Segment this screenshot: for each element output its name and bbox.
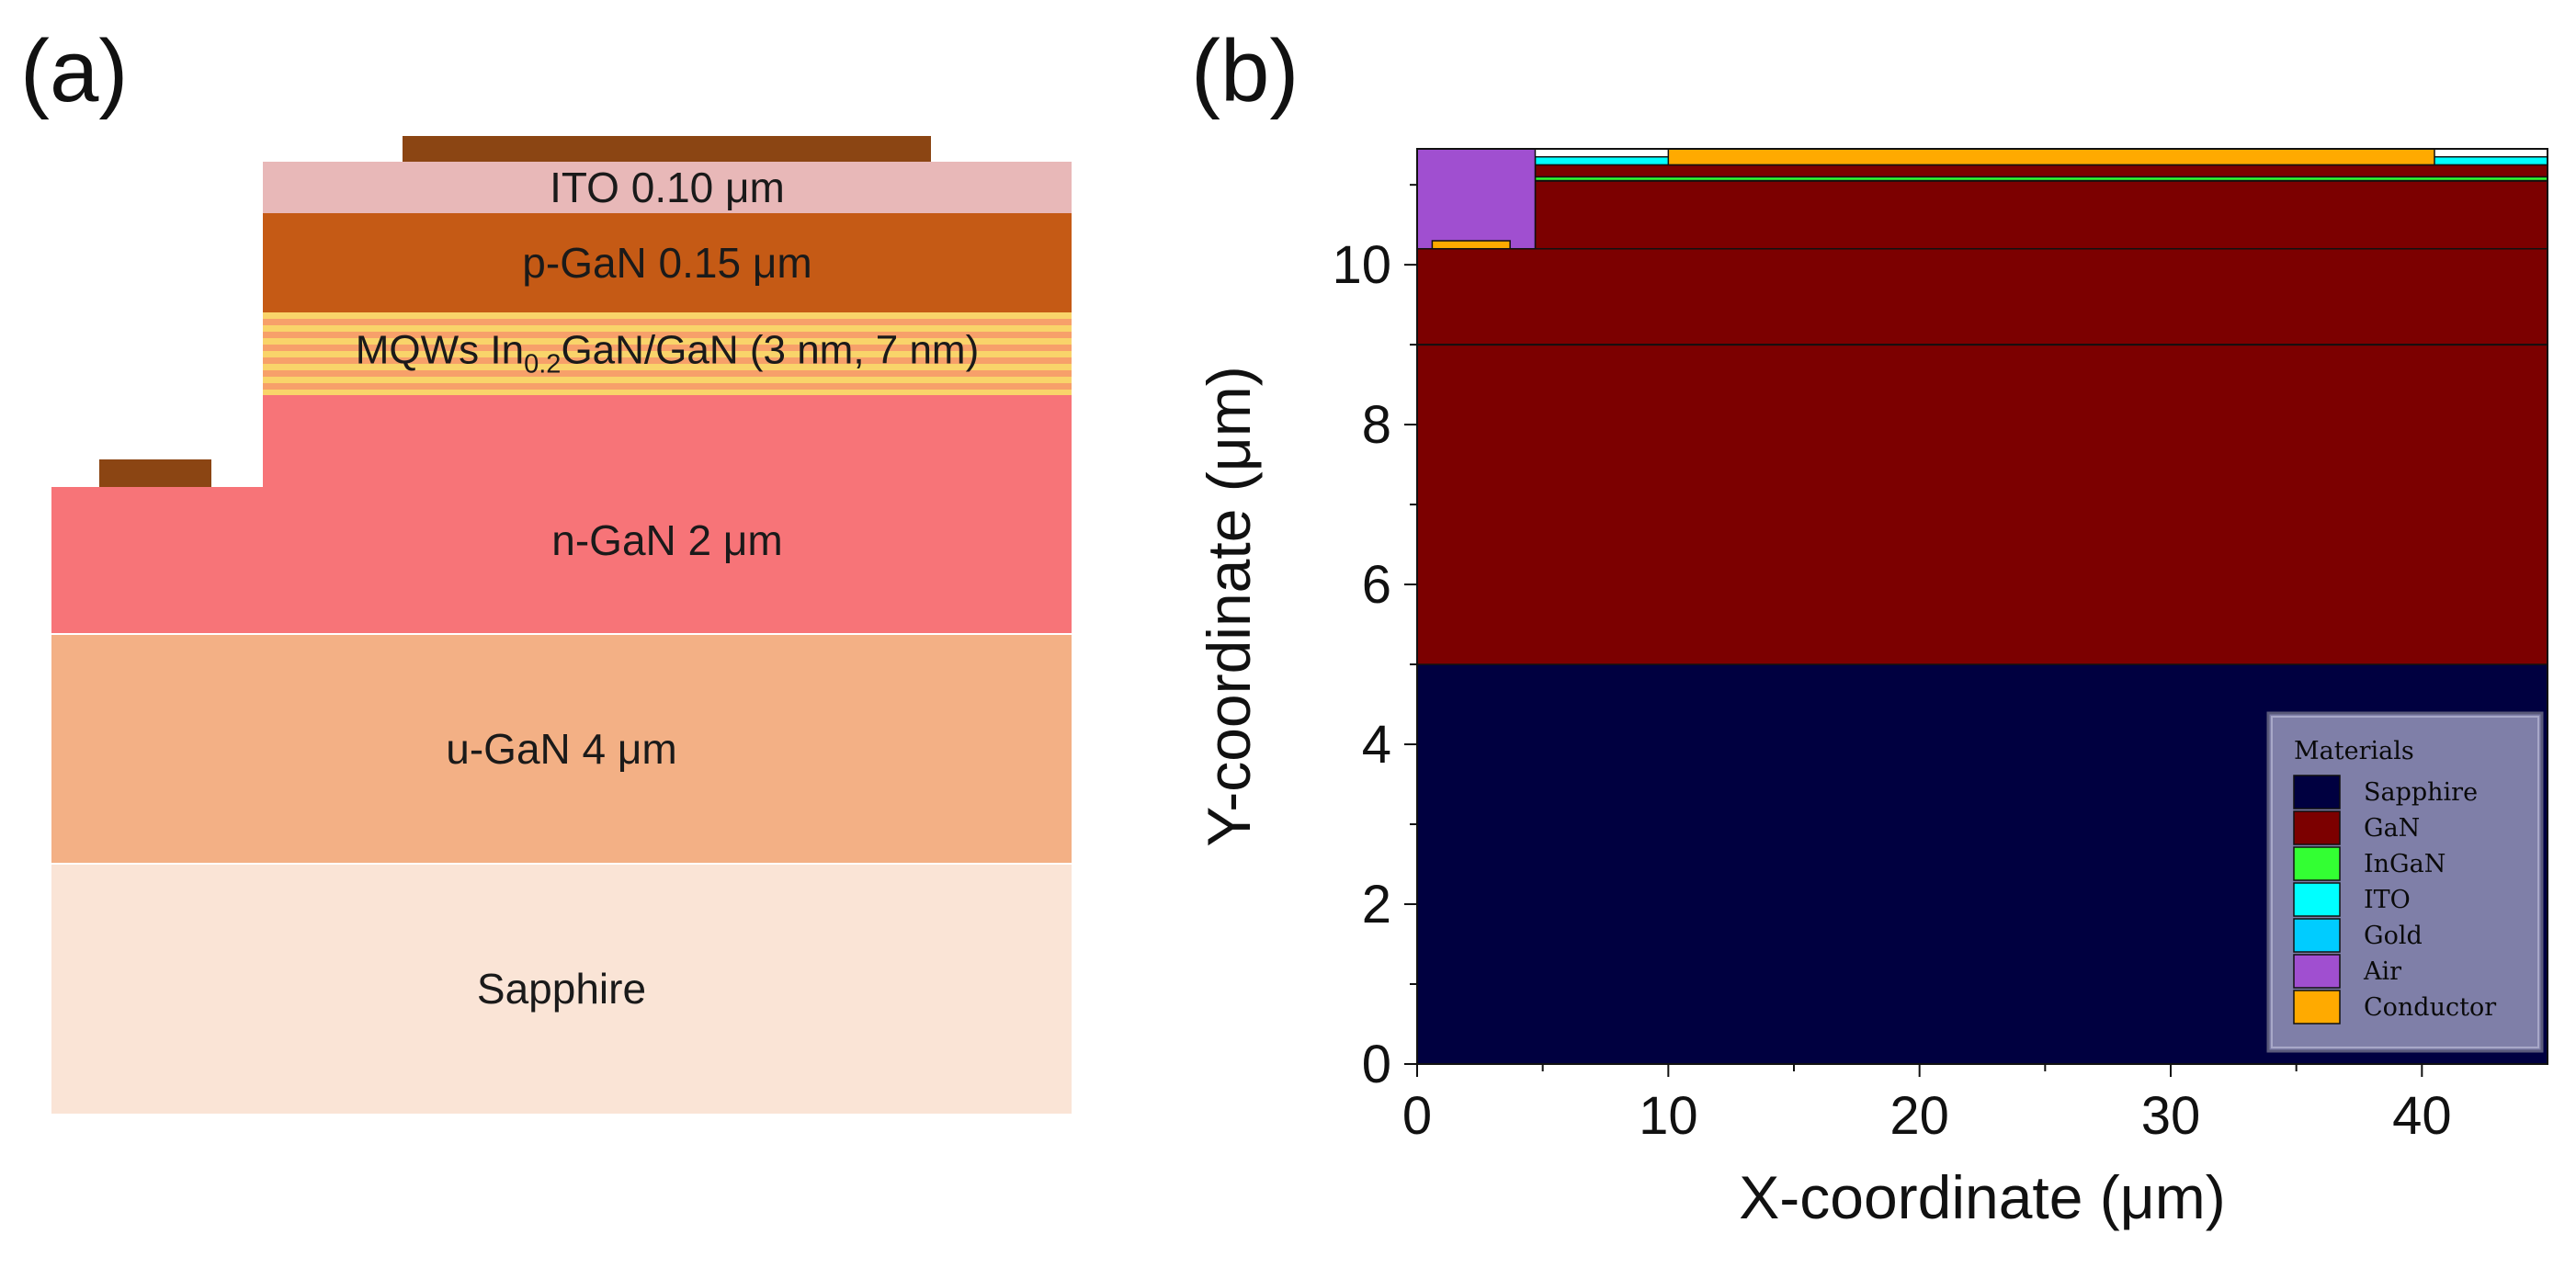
n-gan-layer-label: n-GaN 2 μm [551,516,783,564]
y-axis: 0 2 4 6 8 10 [1332,149,1418,1094]
legend-title: Materials [2294,737,2414,765]
legend-swatch-gold [2293,918,2341,953]
x-tick-label: 20 [1889,1086,1949,1146]
y-tick-label: 4 [1362,715,1391,775]
legend-entry-ingan: InGaN [2364,850,2445,878]
y-tick-label: 10 [1332,235,1391,295]
n-gan-mesa-ledge [51,487,263,634]
legend-swatch-sapphire [2293,775,2341,809]
legend-entry-sapphire: Sapphire [2364,778,2478,807]
x-tick-label: 40 [2392,1086,2452,1146]
chart-boundaries [1417,179,2548,346]
p-gan-layer: p-GaN 0.15 μm [263,213,1072,312]
y-tick-label: 2 [1362,875,1391,934]
y-tick-label: 8 [1362,395,1391,455]
sapphire-layer: Sapphire [51,864,1072,1114]
mqw-layer: MQWs In0.2GaN/GaN (3 nm, 7 nm) [263,312,1072,395]
legend-entry-conductor: Conductor [2364,993,2496,1022]
x-axis-label: X-coordinate (μm) [1739,1163,2226,1231]
layer-divider [51,863,1072,865]
mqw-label-suffix: GaN/GaN (3 nm, 7 nm) [561,327,980,373]
u-gan-layer-label: u-GaN 4 μm [446,725,677,773]
x-axis: 0 10 20 30 40 [1402,1063,2548,1146]
p-contact-electrode [403,136,931,162]
panel-a-label: (a) [20,22,129,120]
legend-swatch-ito [2293,882,2341,917]
mqw-label-subscript: 0.2 [524,349,562,379]
region-gan [1416,247,2548,665]
u-gan-layer: u-GaN 4 μm [51,634,1072,864]
x-tick-label: 10 [1639,1086,1698,1146]
region-gan [1534,180,2548,250]
legend-entry-ito: ITO [2364,886,2411,914]
x-tick-label: 0 [1402,1086,1432,1146]
legend-swatch-ingan [2293,846,2341,881]
sapphire-layer-label: Sapphire [476,965,647,1013]
legend-inner-border [2271,716,2539,1048]
x-tick-label: 30 [2141,1086,2201,1146]
y-axis-label: Y-coordinate (μm) [1195,366,1263,846]
ito-layer-label: ITO 0.10 μm [550,164,785,211]
n-gan-layer: n-GaN 2 μm [263,395,1072,634]
y-tick-label: 6 [1362,555,1391,615]
n-contact-electrode [99,459,211,487]
y-tick-label: 0 [1362,1035,1391,1094]
legend-swatch-conductor [2293,990,2341,1025]
region-gan [1534,164,2548,178]
legend-swatch-gan [2293,810,2341,845]
material-structure-chart: 0 10 20 30 40 0 2 4 6 8 10 X-coordinate (μm) Y-co… [1195,148,2548,1231]
legend-entry-air: Air [2363,957,2401,986]
legend-entry-gold: Gold [2364,922,2423,950]
region-conductor [1667,148,2435,166]
mqw-layer-label: MQWs In0.2GaN/GaN (3 nm, 7 nm) [263,327,1072,379]
legend-swatch-air [2293,954,2341,989]
legend: Materials Sapphire GaN InGaN ITO Gold Air Condu… [2266,711,2544,1053]
region-air [1416,148,1537,250]
layer-divider [51,633,1072,635]
p-gan-layer-label: p-GaN 0.15 μm [522,239,812,287]
ito-layer: ITO 0.10 μm [263,162,1072,213]
panel-b-label: (b) [1191,22,1299,120]
legend-entry-gan: GaN [2364,814,2420,843]
region-conductor [1431,240,1511,250]
mqw-label-prefix: MQWs In [355,327,525,373]
